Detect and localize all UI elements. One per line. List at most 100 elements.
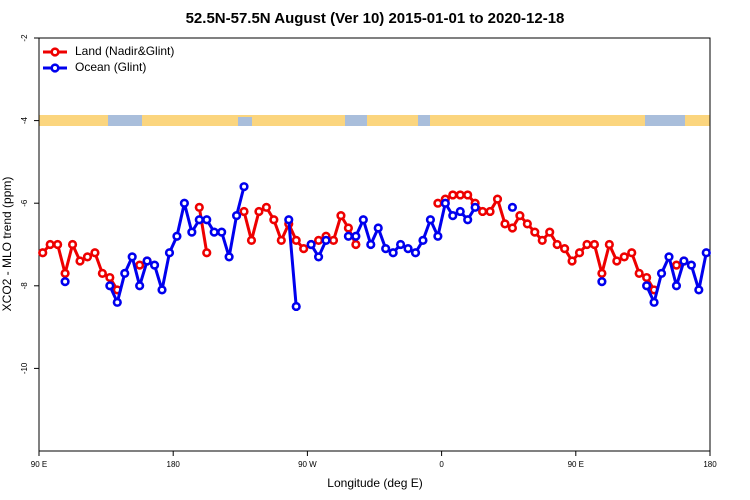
data-point [381,244,391,254]
data-point [604,239,614,250]
data-point [97,268,107,279]
y-tick-label: -8 [20,282,29,290]
data-point [67,239,78,250]
data-point [194,202,204,212]
y-axis-label: XCO2 - MLO trend (ppm) [0,177,14,312]
data-point [127,252,137,262]
data-point [671,260,682,270]
data-point [60,277,70,287]
data-point [38,248,48,258]
data-point [343,223,354,233]
data-point [246,235,257,245]
data-point [478,206,488,217]
data-point [239,206,249,217]
data-point [463,190,473,200]
legend-marker [50,47,60,57]
y-tick-label: -6 [20,199,29,207]
data-point [231,210,242,221]
x-tick-label: 0 [439,460,444,469]
data-point [366,239,376,250]
data-point [351,231,361,241]
data-point [701,248,711,258]
map-water [645,115,685,126]
x-tick-label: 90 E [568,460,584,469]
data-point [522,219,532,229]
data-point [135,260,145,270]
data-point [507,223,518,233]
chart-title: 52.5N-57.5N August (Ver 10) 2015-01-01 t… [186,10,565,27]
data-point [656,268,667,279]
data-point [135,281,145,291]
data-point [634,268,644,279]
data-point [373,223,383,233]
data-point [694,285,704,295]
data-point [627,248,637,258]
x-tick-label: 180 [167,460,181,469]
data-point [351,239,361,250]
data-point [142,256,152,266]
y-tick-label: -4 [20,116,29,124]
data-point [649,297,659,307]
x-tick-label: 90 E [31,460,47,469]
data-point [105,281,115,291]
data-point [313,252,324,262]
data-point [403,244,413,254]
data-point [164,248,175,258]
data-point [75,256,85,266]
x-axis-label: Longitude (deg E) [327,476,422,490]
data-point [358,215,368,225]
data-point [112,297,122,307]
data-point [90,248,100,258]
data-point [612,256,622,266]
data-point [343,231,354,241]
x-tick-label: 90 W [298,460,317,469]
data-point [418,235,428,245]
series [60,182,711,312]
data-point [642,281,652,291]
map-water [238,117,252,126]
data-point [552,239,562,250]
data-point [567,256,577,266]
data-point [328,235,339,245]
data-point [537,235,547,245]
data-point [276,235,286,245]
data-point [291,235,301,245]
map-water [108,115,142,126]
data-point [105,272,115,283]
data-point [679,256,689,266]
data-point [217,227,227,237]
data-point [619,252,629,262]
data-point [433,198,443,208]
data-point [202,215,212,225]
map-water [345,115,367,126]
data-point [485,206,495,217]
data-point [515,210,525,221]
data-point [671,281,682,291]
map-strip [39,115,710,126]
data-point [321,235,331,245]
data-point [560,244,570,254]
data-point [202,248,212,258]
x-tick-label: 180 [703,460,717,469]
data-point [530,227,540,237]
data-point [313,235,324,245]
data-point [172,231,182,241]
data-point [179,198,189,208]
data-point [597,277,607,287]
data-point [209,227,219,237]
data-point [507,202,518,212]
data-point [149,260,160,270]
data-point [157,285,167,295]
plot-frame [38,37,711,452]
data-point [582,239,592,250]
legend: Land (Nadir&Glint) Ocean (Glint) [43,44,174,74]
y-tick-label: -10 [20,362,29,374]
data-point [448,190,458,200]
data-point [686,260,696,270]
data-point [545,227,555,237]
data-point [455,190,465,200]
data-point [239,182,249,192]
map-water [418,115,430,126]
legend-label: Ocean (Glint) [75,60,146,74]
